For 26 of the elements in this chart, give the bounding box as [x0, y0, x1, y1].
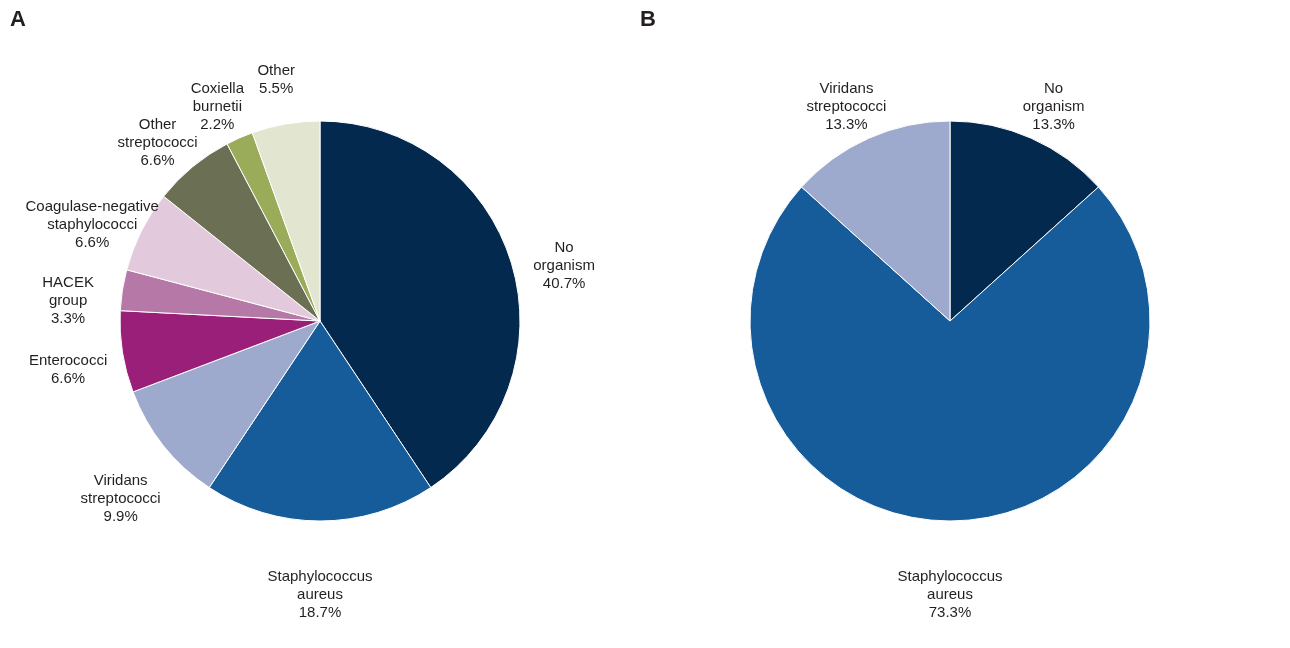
data-label: 5.5%	[259, 78, 294, 96]
slice-label: No organism	[533, 238, 595, 274]
slice-label: Coxiella burnetii	[190, 78, 245, 114]
data-label: 6.6%	[50, 369, 86, 387]
slice-label: HACEK group	[42, 272, 94, 308]
data-label: 73.3%	[928, 603, 972, 620]
data-label: 18.7%	[298, 603, 342, 620]
slice-label: Viridans streptococci	[80, 470, 161, 506]
data-label: 13.3%	[1032, 114, 1075, 132]
data-label: 6.6%	[140, 151, 175, 169]
data-label: 3.3%	[50, 308, 86, 326]
data-label: 6.6%	[75, 233, 110, 251]
slice-label: Other streptococci	[117, 115, 198, 151]
slice-label: Viridans streptococci	[806, 78, 887, 114]
data-label: 13.3%	[825, 114, 868, 132]
chart-title: B	[640, 6, 656, 31]
slice-label: Staphylococcus aureus	[267, 567, 373, 602]
slice-label: Staphylococcus aureus	[897, 567, 1003, 602]
data-label: 40.7%	[542, 274, 586, 292]
data-label: 9.9%	[103, 506, 138, 524]
slice-label: Coagulase-negative staphylococci	[25, 197, 159, 233]
slice-label: Other	[257, 60, 295, 78]
slice-label: Enterococci	[28, 351, 108, 369]
chart-title: A	[10, 6, 26, 31]
slice-label: No organism	[1022, 78, 1085, 114]
data-label: 2.2%	[200, 114, 235, 132]
